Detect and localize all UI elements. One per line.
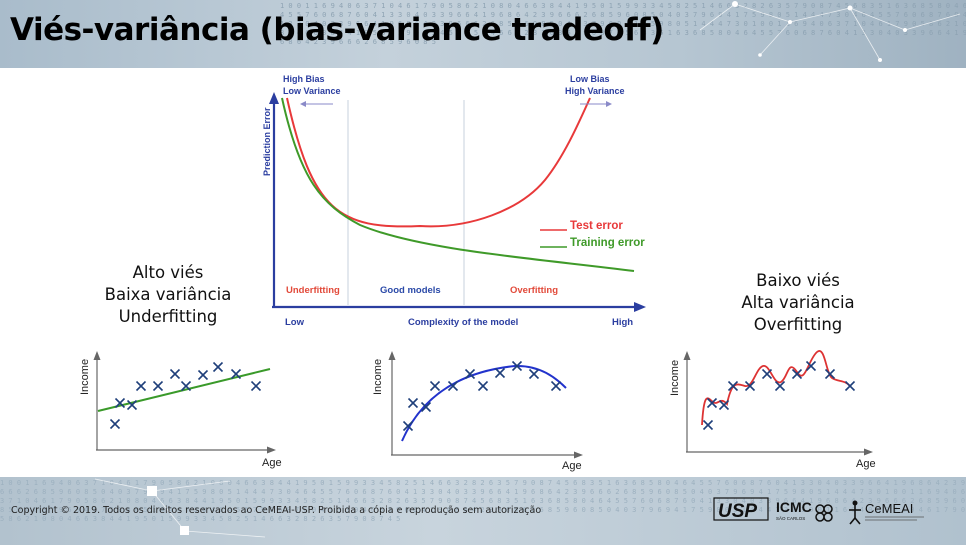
institution-logos: USP ICMC SÃO CARLOS CeMEAI [713,497,924,525]
scatter3-point-10 [824,368,836,380]
scatter2-point-7 [477,380,489,392]
scatter3-point-3 [718,399,730,411]
scatter3-y-arrow-icon [683,351,691,360]
icmc-logo-text: ICMC [776,499,812,515]
scatter3-x-label: Age [856,458,876,470]
region-good-models: Good models [380,285,441,296]
scatter1-point-1 [109,418,121,430]
caption-right-line3: Overfitting [753,315,843,334]
region-overfitting: Overfitting [510,285,558,296]
scatter1-point-7 [180,380,192,392]
scatter3-overfit-curve [701,350,851,426]
scatter2-point-9 [511,360,523,372]
background-digits: 1 0 0 1 1 6 9 4 0 6 3 7 1 0 4 6 1 7 9 0 … [280,2,966,46]
scatter3-point-6 [761,368,773,380]
scatter2-points [402,360,562,432]
scatter3-points [702,360,856,431]
header-banner: 1 0 0 1 1 6 9 4 0 6 3 7 1 0 4 6 1 7 9 0 … [0,0,966,68]
caption-left-line1: Alto viés [132,263,204,282]
scatter1-y-label: Income [79,359,91,395]
y-axis-label: Prediction Error [262,107,272,176]
scatter2-curve-fit [401,364,567,442]
caption-right: Baixo viés Alta variância Overfitting [718,270,878,336]
scatter3-point-5 [744,380,756,392]
high-bias-label: High Bias [283,74,325,84]
scatter1-point-10 [230,368,242,380]
scatter3-point-2 [706,397,718,409]
scatter3-y-label: Income [669,360,681,396]
caption-right-line1: Baixo viés [756,271,840,290]
usp-logo: USP [713,497,769,522]
scatter1-linear-fit [97,368,271,412]
scatter1-points [109,361,262,430]
scatter1-point-4 [135,380,147,392]
scatter2-point-5 [447,380,459,392]
legend-test-label: Test error [570,220,623,232]
scatter2-point-4 [429,380,441,392]
scatter1-point-11 [250,380,262,392]
scatter2-point-10 [528,368,540,380]
scatter1-point-2 [114,397,126,409]
usp-logo-text: USP [718,501,757,522]
scatter2-point-3 [420,401,432,413]
scatter2-y-arrow-icon [388,351,396,360]
scatter-underfitting: Income Age [79,351,282,469]
scatter3-point-7 [774,380,786,392]
scatter3-point-1 [702,419,714,431]
scatter3-point-8 [791,368,803,380]
copyright-text: Copyright © 2019. Todos os direitos rese… [11,505,542,516]
scatter1-point-9 [212,361,224,373]
scatter3-point-4 [727,380,739,392]
test-error-curve [286,97,591,228]
scatter2-x-label: Age [562,460,582,472]
scatter1-x-label: Age [262,457,282,469]
scatter2-y-label: Income [372,359,384,395]
scatter3-x-arrow-icon [864,448,873,456]
icmc-logo: ICMC SÃO CARLOS [776,499,833,522]
legend-training-label: Training error [570,237,645,249]
scatter1-x-arrow-icon [267,446,276,454]
slide-title: Viés-variância (bias-variance tradeoff) [10,12,664,48]
scatter3-point-11 [844,380,856,392]
left-arrow-icon [300,101,306,107]
footer-network-decoration [94,478,266,538]
x-axis-arrow-icon [634,302,646,312]
low-bias-label: Low Bias [570,74,610,84]
y-axis-arrow-icon [269,92,279,104]
network-decoration [699,1,961,62]
scatter2-point-8 [494,367,506,379]
high-variance-label: High Variance [565,86,625,96]
scatter2-point-6 [464,368,476,380]
scatter-overfitting: Income Age [669,350,876,470]
scatter1-point-6 [169,368,181,380]
caption-left: Alto viés Baixa variância Underfitting [88,262,248,328]
cemeai-logo-text: CeMEAI [865,501,913,516]
cemeai-logo: CeMEAI [849,500,924,525]
x-axis-label: Complexity of the model [408,317,518,328]
scatter1-point-5 [152,380,164,392]
caption-right-line2: Alta variância [741,293,855,312]
right-arrow-icon [606,101,612,107]
scatter-good-fit: Income Age [372,351,583,472]
icmc-logo-subtext: SÃO CARLOS [776,515,805,521]
scatter1-point-3 [126,399,138,411]
scatter1-y-arrow-icon [93,351,101,360]
footer-background-digits: 1 0 0 1 1 6 9 4 0 6 3 7 1 0 4 6 1 7 9 0 … [0,479,966,523]
x-high-label: High [612,317,633,328]
low-variance-label: Low Variance [283,86,341,96]
x-low-label: Low [285,317,305,328]
scatter2-point-2 [407,397,419,409]
scatter2-point-1 [402,420,414,432]
footer-banner: 1 0 0 1 1 6 9 4 0 6 3 7 1 0 4 6 1 7 9 0 … [0,477,966,545]
scatter1-point-8 [197,369,209,381]
training-error-curve [281,97,635,272]
scatter2-x-arrow-icon [574,451,583,459]
scatter3-point-9 [805,360,817,372]
caption-left-line2: Baixa variância [104,285,232,304]
scatter2-point-11 [550,380,562,392]
caption-left-line3: Underfitting [118,307,218,326]
region-underfitting: Underfitting [286,285,340,296]
